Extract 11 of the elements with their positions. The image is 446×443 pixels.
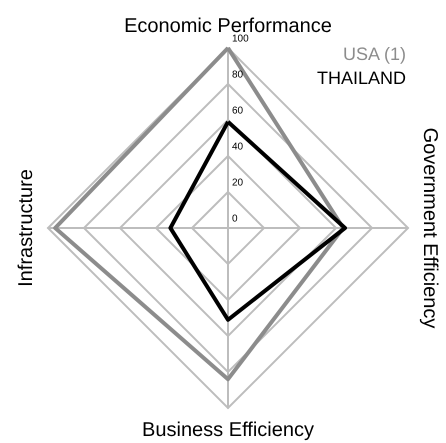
y-tick-label: 100 bbox=[232, 34, 250, 44]
y-tick-label: 40 bbox=[232, 142, 244, 152]
y-tick-label: 20 bbox=[232, 178, 244, 188]
y-tick-label: 80 bbox=[232, 70, 244, 80]
spoke-label: Business Efficiency bbox=[142, 419, 314, 441]
spoke-label: Infrastructure bbox=[15, 169, 37, 287]
y-tick-label: 0 bbox=[232, 214, 238, 224]
spoke-label: Government Efficiency bbox=[419, 128, 441, 328]
text: USA (1) bbox=[342, 44, 406, 64]
y-tick-label: 60 bbox=[232, 106, 244, 116]
text: THAILAND bbox=[316, 68, 406, 88]
